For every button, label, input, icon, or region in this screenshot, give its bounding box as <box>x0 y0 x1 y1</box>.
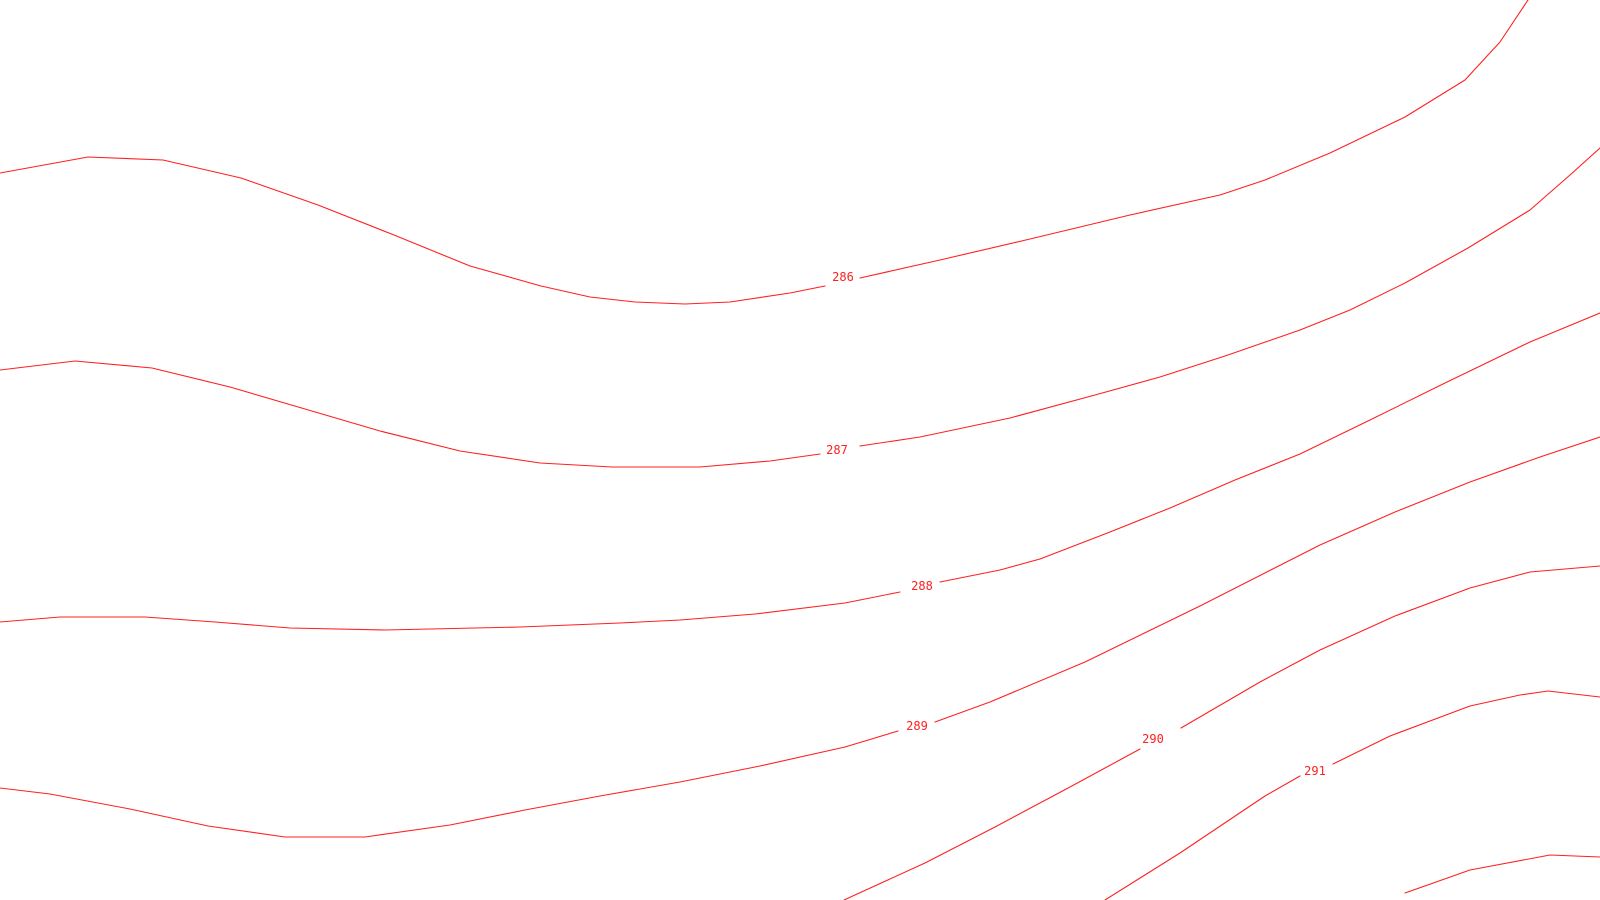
contour-292-partial <box>1404 854 1600 894</box>
contour-label-286: 286 <box>832 270 854 284</box>
contour-290: 290 <box>843 565 1600 900</box>
contour-line-286 <box>0 0 1529 305</box>
contour-label-287: 287 <box>826 443 848 457</box>
contour-line-partial <box>1404 854 1600 894</box>
contour-line-288 <box>0 312 1600 631</box>
contour-287: 287 <box>0 147 1600 468</box>
contour-286: 286 <box>0 0 1529 305</box>
contour-289: 289 <box>0 436 1600 838</box>
contour-label-291: 291 <box>1304 764 1326 778</box>
contour-line-289 <box>0 436 1600 838</box>
contour-label-290: 290 <box>1142 732 1164 746</box>
contour-line-290 <box>843 565 1600 900</box>
contour-line-287 <box>0 147 1600 468</box>
contour-label-289: 289 <box>906 719 928 733</box>
contour-288: 288 <box>0 312 1600 631</box>
contour-291: 291 <box>1104 690 1600 900</box>
contour-label-288: 288 <box>911 579 933 593</box>
contour-line-291 <box>1104 690 1600 900</box>
